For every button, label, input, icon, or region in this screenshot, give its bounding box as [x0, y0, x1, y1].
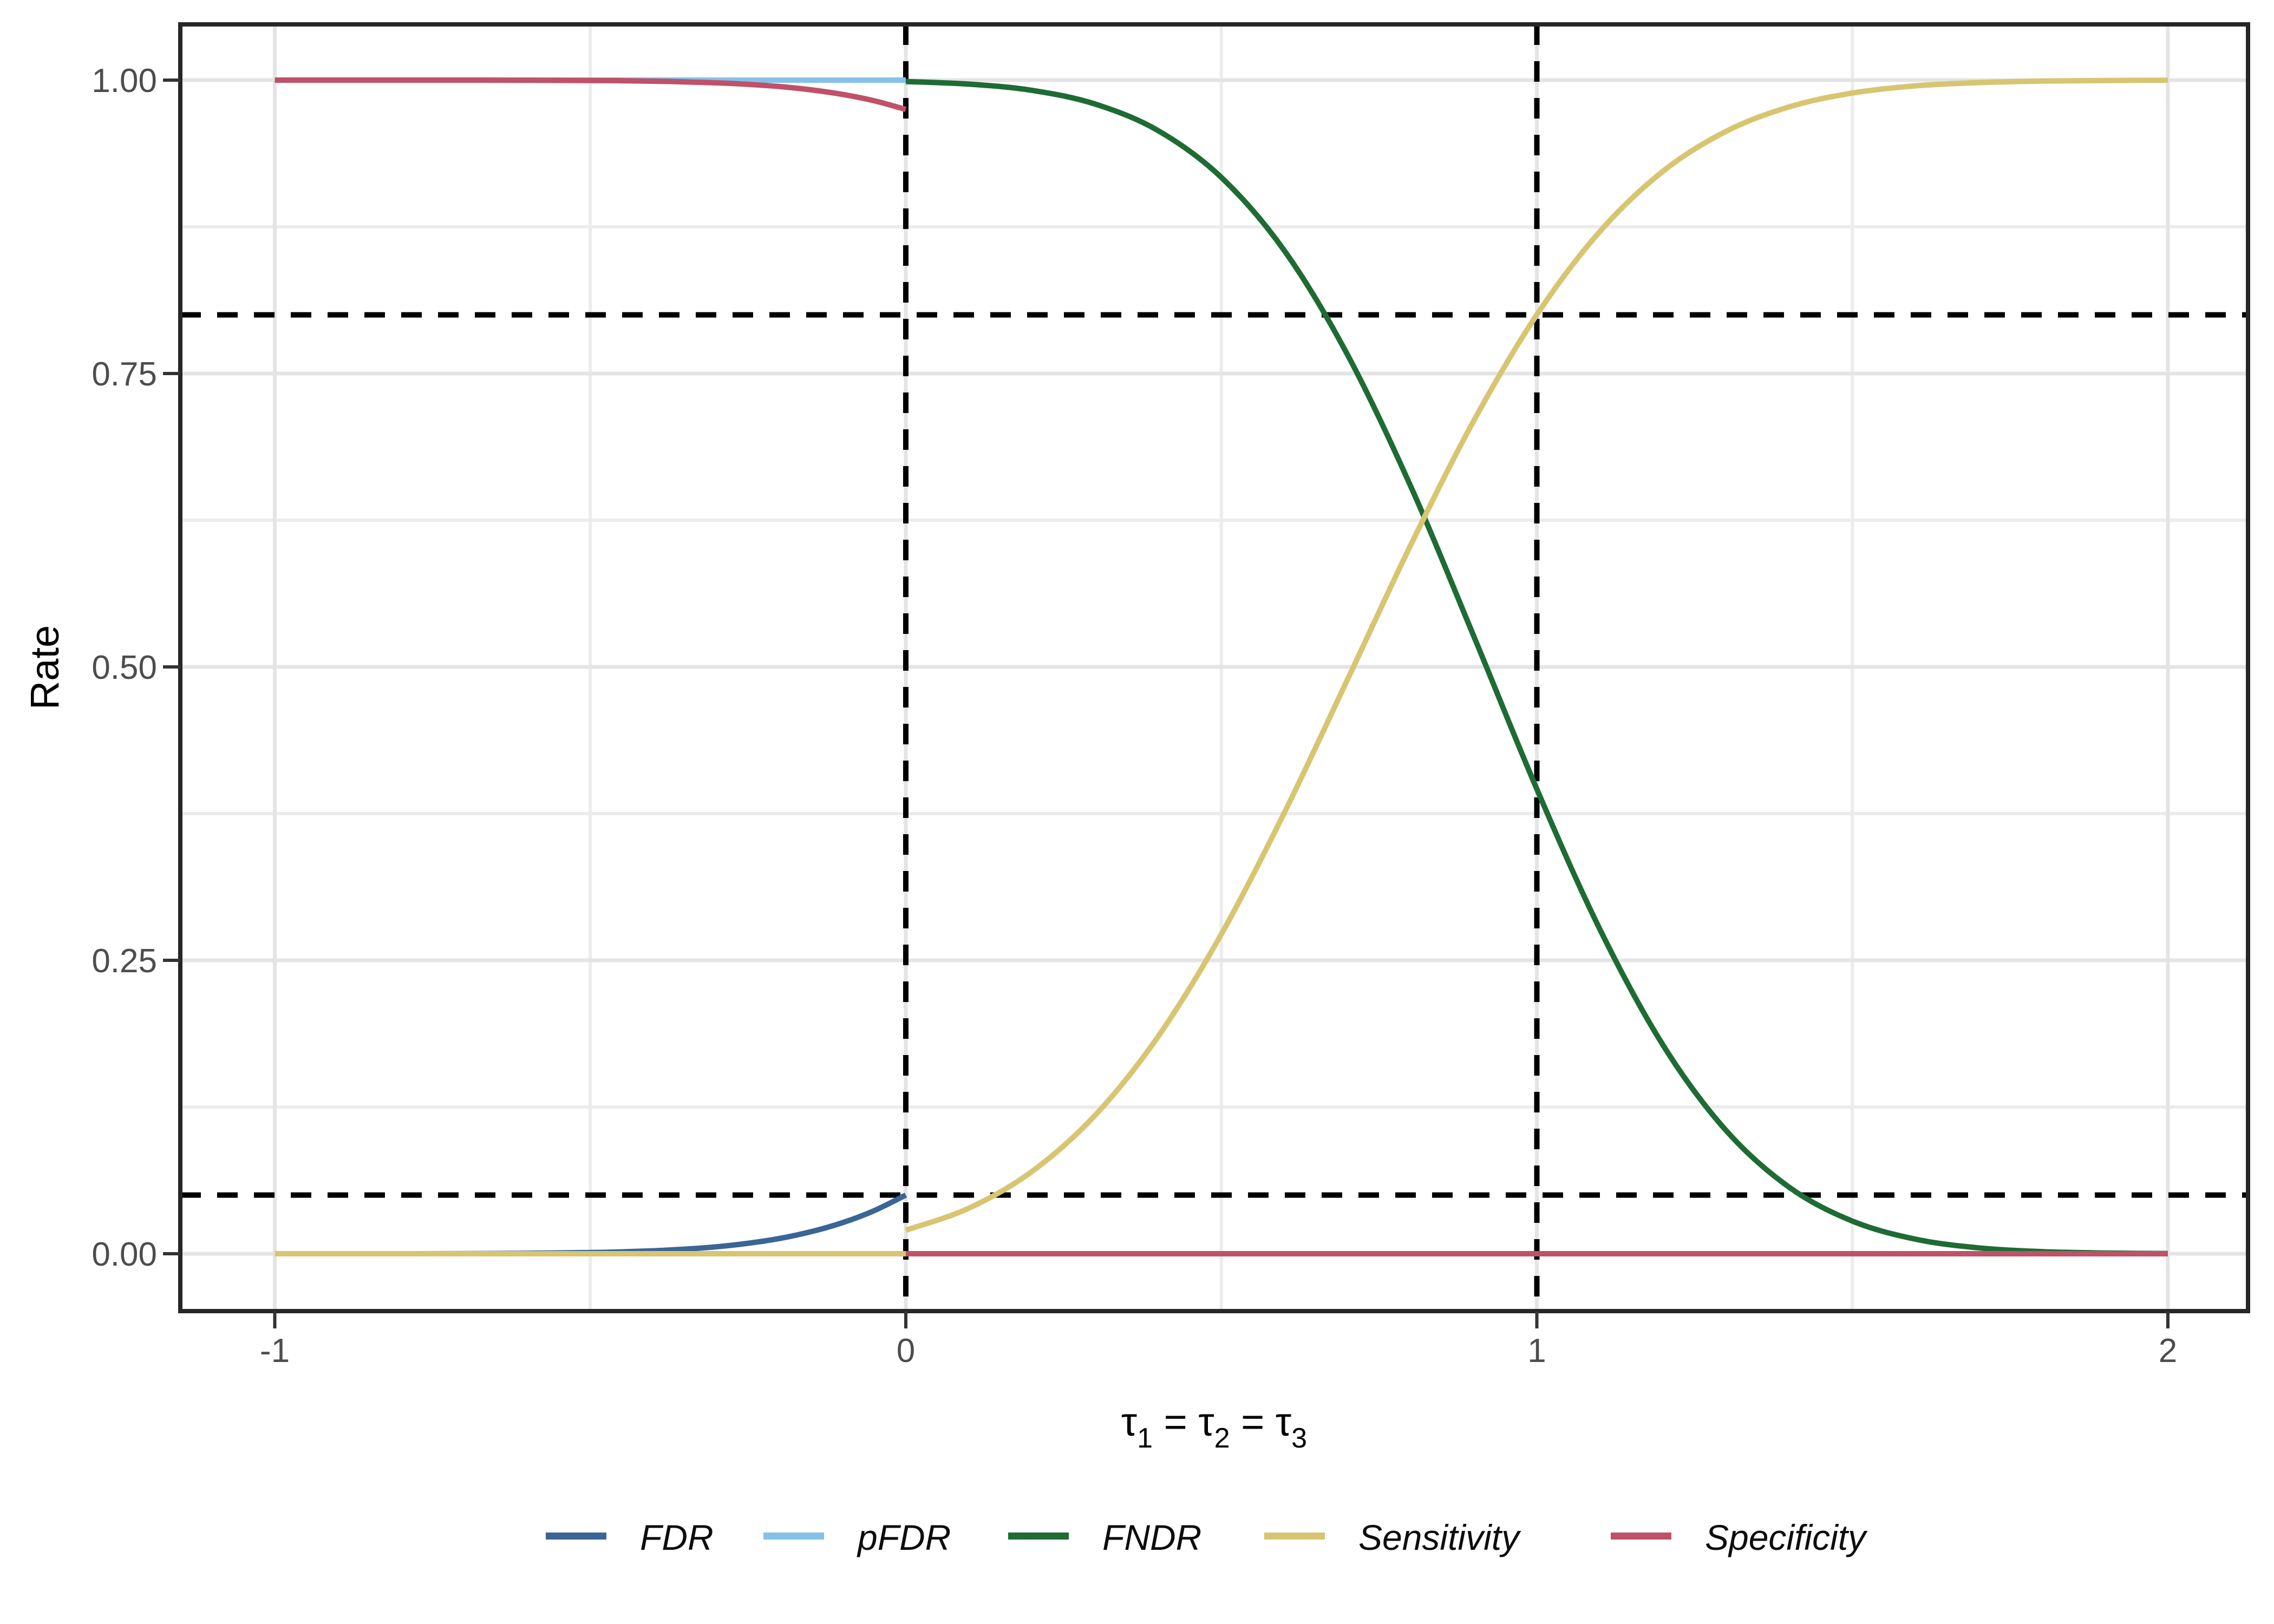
legend: FDR pFDR FNDR Sensitivity Specificity: [546, 1517, 1868, 1557]
legend-item-specificity: Specificity: [1611, 1517, 1868, 1557]
y-tick-label: 0.00: [92, 1236, 157, 1273]
legend-key-fndr: [1008, 1533, 1069, 1540]
reference-lines: [180, 24, 2248, 1311]
y-tick-label: 0.75: [92, 356, 157, 393]
x-tick-label: 0: [897, 1332, 915, 1370]
legend-key-pfdr: [763, 1533, 824, 1540]
y-axis-title: Rate: [22, 625, 67, 710]
legend-key-fdr: [546, 1533, 606, 1540]
y-tick-label: 0.25: [92, 942, 157, 980]
x-tick-label: 2: [2159, 1332, 2177, 1370]
series-lines: [275, 77, 2168, 1256]
series-line-specificity: [275, 77, 907, 113]
y-tick-label: 1.00: [92, 62, 157, 100]
y-tick-label: 0.50: [92, 649, 157, 686]
plot-panel: [178, 22, 2250, 1313]
legend-item-fdr: FDR: [546, 1517, 714, 1557]
legend-item-sensitivity: Sensitivity: [1264, 1517, 1521, 1557]
legend-label-pfdr: pFDR: [857, 1517, 951, 1557]
legend-key-sensitivity: [1264, 1533, 1325, 1540]
x-axis-title: τ1​ = τ2​ = τ3​: [1121, 1399, 1307, 1454]
series-line-sensitivity: [905, 77, 2168, 1233]
legend-label-specificity: Specificity: [1705, 1517, 1868, 1557]
y-axis: 0.00 0.25 0.50 0.75 1.00: [92, 62, 180, 1273]
x-tick-label: -1: [260, 1332, 290, 1370]
legend-item-fndr: FNDR: [1008, 1517, 1201, 1557]
legend-item-pfdr: pFDR: [763, 1517, 951, 1557]
series-line-fndr: [905, 78, 2168, 1256]
x-axis: -1 0 1 2: [260, 1311, 2177, 1370]
legend-label-sensitivity: Sensitivity: [1358, 1517, 1521, 1557]
legend-label-fndr: FNDR: [1102, 1517, 1201, 1557]
legend-key-specificity: [1611, 1533, 1671, 1540]
legend-label-fdr: FDR: [640, 1517, 714, 1557]
x-tick-label: 1: [1527, 1332, 1546, 1370]
